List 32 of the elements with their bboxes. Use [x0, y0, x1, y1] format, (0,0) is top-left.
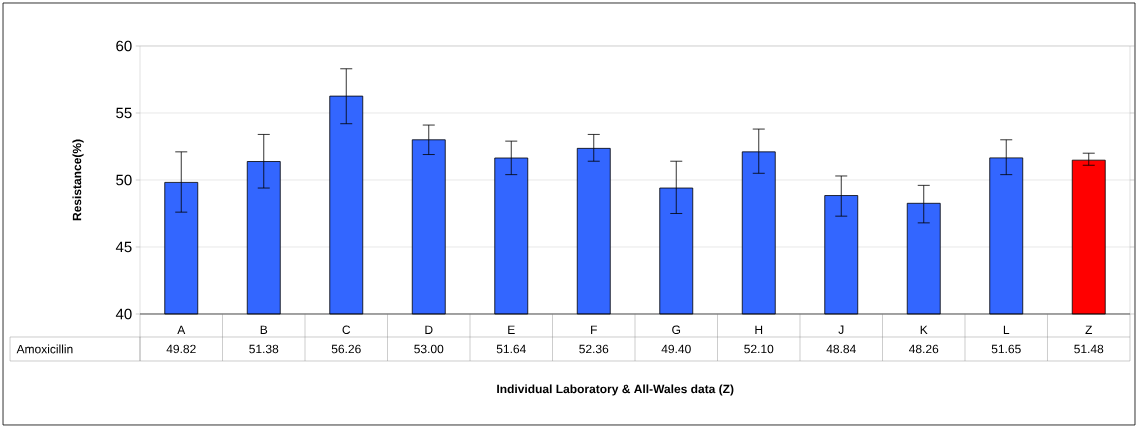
data-label: 51.65 — [991, 344, 1021, 354]
data-label: 51.48 — [1074, 344, 1104, 354]
data-label: 49.40 — [661, 344, 691, 354]
data-label: 53.00 — [414, 344, 444, 354]
x-tick-label: C — [342, 325, 351, 334]
data-label: 52.10 — [744, 344, 774, 354]
data-label: 51.64 — [496, 344, 526, 354]
data-label: 49.82 — [166, 344, 196, 354]
text: Amoxicillin — [16, 344, 73, 354]
x-tick-label: B — [260, 325, 268, 334]
data-label: 52.36 — [579, 344, 609, 354]
data-label: 48.26 — [909, 344, 939, 354]
x-tick-label: E — [508, 325, 515, 334]
x-tick-label: Z — [1085, 325, 1093, 334]
y-tick-label: 40 — [115, 308, 132, 320]
x-tick-label: F — [591, 325, 597, 334]
x-tick-label: D — [425, 325, 433, 334]
x-tick-label: H — [755, 325, 763, 334]
y-tick-label: 45 — [115, 241, 132, 253]
y-tick-label: 55 — [116, 107, 132, 119]
data-label: 56.26 — [331, 344, 361, 354]
x-tick-label: J — [838, 325, 844, 334]
x-tick-label: A — [177, 325, 186, 334]
x-tick-label: K — [920, 325, 928, 334]
y-axis-title: Resistance(%) — [72, 139, 84, 221]
x-tick-label: L — [1003, 325, 1010, 334]
data-label: 48.84 — [826, 344, 856, 354]
x-tick-label: G — [672, 325, 681, 334]
y-tick-label: 60 — [116, 40, 132, 52]
x-axis-title: Individual Laboratory & All-Wales data (Z) — [497, 384, 734, 396]
y-tick-label: 50 — [116, 174, 132, 186]
data-label: 51.38 — [249, 344, 279, 354]
